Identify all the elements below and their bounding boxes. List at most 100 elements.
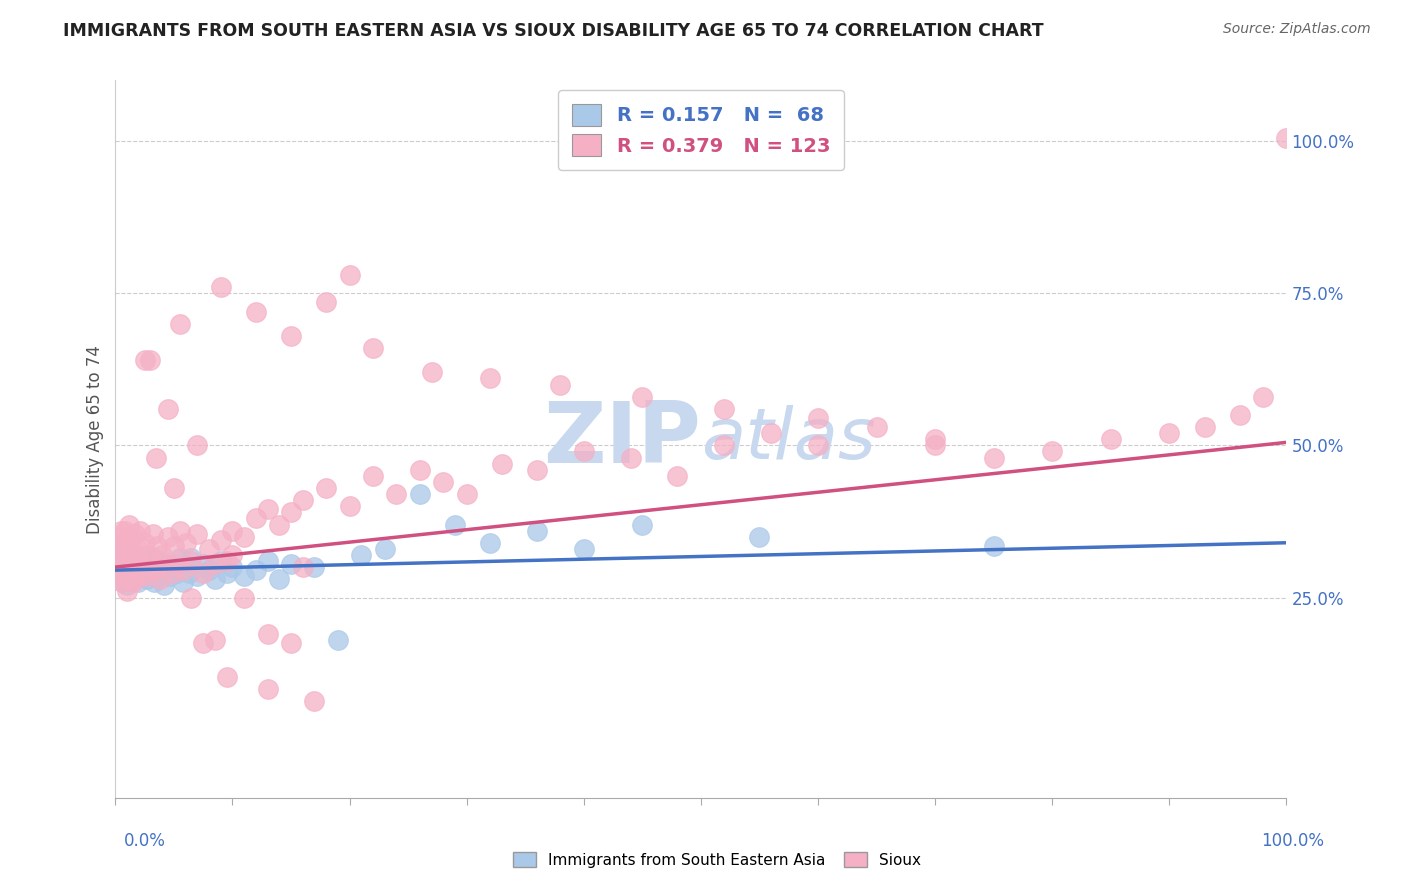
Point — [163, 539, 186, 553]
Point — [112, 535, 135, 549]
Point — [479, 371, 502, 385]
Point — [139, 566, 162, 581]
Point — [269, 572, 291, 586]
Point — [385, 487, 408, 501]
Point — [245, 304, 267, 318]
Point — [122, 554, 145, 568]
Point — [526, 524, 548, 538]
Point — [186, 438, 208, 452]
Point — [713, 401, 735, 416]
Point — [215, 566, 238, 581]
Point — [169, 551, 191, 566]
Point — [1275, 131, 1298, 145]
Text: 0.0%: 0.0% — [124, 832, 166, 850]
Point — [115, 578, 138, 592]
Point — [114, 572, 136, 586]
Point — [198, 563, 221, 577]
Point — [121, 575, 143, 590]
Point — [112, 566, 135, 581]
Point — [983, 450, 1005, 465]
Point — [204, 572, 226, 586]
Point — [117, 557, 139, 571]
Point — [280, 505, 302, 519]
Point — [149, 572, 172, 586]
Y-axis label: Disability Age 65 to 74: Disability Age 65 to 74 — [86, 345, 104, 533]
Point — [1251, 390, 1274, 404]
Point — [177, 566, 200, 581]
Point — [180, 554, 202, 568]
Point — [122, 557, 145, 571]
Point — [339, 500, 361, 514]
Point — [361, 468, 384, 483]
Point — [620, 450, 643, 465]
Point — [291, 493, 314, 508]
Point — [180, 591, 202, 605]
Point — [1040, 444, 1063, 458]
Point — [153, 557, 176, 571]
Point — [326, 633, 349, 648]
Point — [112, 557, 135, 571]
Point — [280, 557, 302, 571]
Point — [221, 560, 243, 574]
Point — [221, 548, 243, 562]
Point — [186, 526, 208, 541]
Point — [153, 578, 176, 592]
Point — [115, 563, 138, 577]
Point — [233, 569, 256, 583]
Point — [145, 560, 167, 574]
Point — [209, 554, 232, 568]
Point — [129, 554, 152, 568]
Point — [142, 551, 165, 566]
Point — [120, 563, 142, 577]
Point — [172, 563, 194, 577]
Point — [120, 554, 142, 568]
Point — [631, 517, 654, 532]
Point — [128, 560, 150, 574]
Point — [256, 627, 278, 641]
Point — [526, 463, 548, 477]
Point — [110, 548, 132, 562]
Text: 100.0%: 100.0% — [1261, 832, 1324, 850]
Point — [233, 530, 256, 544]
Point — [174, 535, 197, 549]
Point — [149, 554, 172, 568]
Point — [1194, 420, 1216, 434]
Point — [163, 481, 186, 495]
Point — [139, 557, 162, 571]
Point — [115, 548, 138, 562]
Point — [339, 268, 361, 282]
Point — [163, 560, 186, 574]
Point — [125, 563, 148, 577]
Point — [191, 557, 214, 571]
Point — [145, 450, 167, 465]
Point — [245, 511, 267, 525]
Point — [924, 438, 946, 452]
Point — [159, 569, 181, 583]
Point — [135, 572, 157, 586]
Point — [245, 563, 267, 577]
Point — [117, 557, 139, 571]
Point — [191, 566, 214, 581]
Point — [132, 563, 155, 577]
Point — [256, 502, 278, 516]
Point — [1099, 433, 1122, 447]
Point — [233, 591, 256, 605]
Text: atlas: atlas — [702, 405, 876, 474]
Point — [110, 554, 132, 568]
Point — [807, 411, 830, 425]
Point — [121, 530, 143, 544]
Point — [256, 681, 278, 696]
Point — [409, 463, 432, 477]
Point — [134, 535, 156, 549]
Point — [108, 569, 131, 583]
Text: ZIP: ZIP — [543, 398, 702, 481]
Point — [142, 526, 165, 541]
Point — [315, 481, 337, 495]
Point — [865, 420, 887, 434]
Point — [169, 317, 191, 331]
Point — [114, 566, 136, 581]
Point — [160, 566, 183, 581]
Point — [111, 541, 134, 556]
Point — [807, 438, 830, 452]
Point — [114, 557, 136, 571]
